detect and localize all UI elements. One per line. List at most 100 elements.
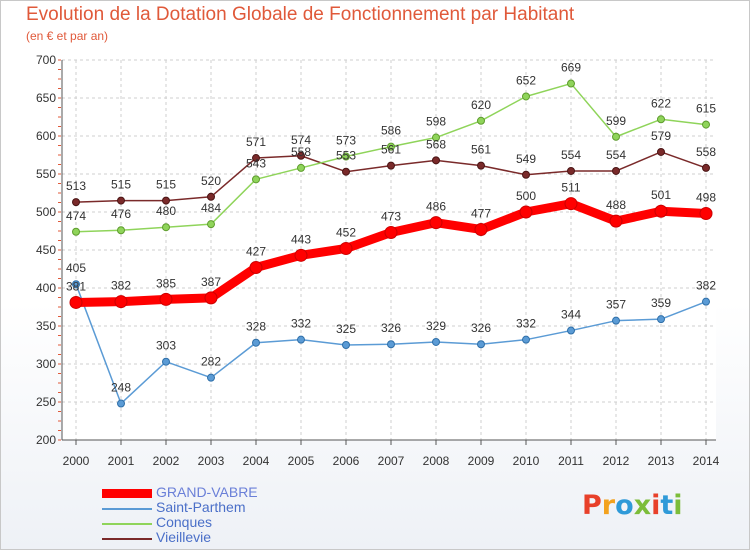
chart-title: Evolution de la Dotation Globale de Fonc… — [26, 4, 575, 25]
data-label-saint-parthem: 382 — [696, 279, 716, 293]
y-tick-label: 700 — [36, 53, 56, 67]
data-point-vieillevie — [567, 166, 575, 175]
data-point-saint-parthem — [297, 335, 305, 344]
data-label-conques: 599 — [606, 114, 626, 128]
data-label-saint-parthem: 326 — [381, 321, 401, 335]
data-label-saint-parthem: 357 — [606, 298, 626, 312]
legend-label-vieillevie: Vieillevie — [156, 529, 211, 545]
y-tick-label: 350 — [36, 319, 56, 333]
data-label-conques: 543 — [246, 156, 266, 170]
data-label-conques: 598 — [426, 115, 446, 129]
data-point-grand-vabre — [294, 248, 308, 262]
data-point-conques — [477, 116, 485, 125]
chart-subtitle: (en € et par an) — [26, 29, 109, 43]
y-tick-label: 550 — [36, 167, 56, 181]
legend-swatch-vieillevie — [102, 538, 152, 540]
data-label-vieillevie: 561 — [471, 143, 491, 157]
data-point-conques — [702, 120, 710, 129]
data-point-conques — [387, 142, 395, 151]
legend-swatch-saint-parthem — [102, 508, 152, 510]
x-tick-label: 2004 — [243, 454, 270, 468]
data-label-saint-parthem: 325 — [336, 322, 356, 336]
data-label-grand-vabre: 477 — [471, 206, 491, 220]
data-point-grand-vabre — [384, 226, 398, 240]
legend-label-grand-vabre: GRAND-VABRE — [156, 484, 258, 500]
x-tick-label: 2003 — [198, 454, 225, 468]
y-tick-label: 400 — [36, 281, 56, 295]
data-label-grand-vabre: 498 — [696, 191, 716, 205]
data-point-vieillevie — [612, 166, 620, 175]
data-point-conques — [522, 92, 530, 101]
data-label-vieillevie: 515 — [156, 178, 176, 192]
data-label-grand-vabre: 501 — [651, 188, 671, 202]
data-label-vieillevie: 558 — [696, 145, 716, 159]
legend-label-conques: Conques — [156, 514, 213, 530]
data-label-vieillevie: 561 — [381, 143, 401, 157]
data-label-conques: 586 — [381, 124, 401, 138]
y-tick-label: 650 — [36, 91, 56, 105]
data-label-saint-parthem: 405 — [66, 261, 86, 275]
data-point-vieillevie — [297, 151, 305, 160]
y-tick-label: 450 — [36, 243, 56, 257]
data-point-vieillevie — [432, 156, 440, 165]
data-point-conques — [252, 175, 260, 184]
data-label-saint-parthem: 329 — [426, 319, 446, 333]
data-point-grand-vabre — [564, 197, 578, 211]
x-tick-label: 2007 — [378, 454, 405, 468]
data-point-vieillevie — [207, 192, 215, 201]
data-point-grand-vabre — [474, 222, 488, 236]
x-tick-label: 2012 — [603, 454, 630, 468]
x-tick-label: 2002 — [153, 454, 180, 468]
y-tick-label: 600 — [36, 129, 56, 143]
data-label-grand-vabre: 511 — [561, 181, 580, 195]
data-point-saint-parthem — [387, 340, 395, 349]
data-label-saint-parthem: 282 — [201, 355, 221, 369]
data-label-vieillevie: 549 — [516, 152, 536, 166]
data-point-vieillevie — [387, 161, 395, 170]
legend-swatch-conques — [102, 523, 152, 525]
data-label-grand-vabre: 500 — [516, 189, 536, 203]
data-point-saint-parthem — [252, 338, 260, 347]
data-point-conques — [567, 79, 575, 88]
data-point-saint-parthem — [702, 297, 710, 306]
data-point-grand-vabre — [699, 207, 713, 221]
data-label-conques: 474 — [66, 209, 86, 223]
proxiti-logo: Proxiti — [582, 490, 683, 521]
data-point-conques — [117, 226, 125, 235]
data-point-saint-parthem — [522, 335, 530, 344]
data-label-vieillevie: 554 — [561, 148, 581, 162]
x-tick-label: 2001 — [108, 454, 135, 468]
data-point-grand-vabre — [339, 241, 353, 255]
data-label-saint-parthem: 359 — [651, 296, 671, 310]
data-point-saint-parthem — [657, 315, 665, 324]
data-point-saint-parthem — [162, 357, 170, 366]
y-tick-label: 250 — [36, 395, 56, 409]
data-label-grand-vabre: 381 — [66, 279, 86, 293]
data-point-saint-parthem — [612, 316, 620, 325]
data-label-vieillevie: 579 — [651, 129, 671, 143]
x-tick-label: 2014 — [693, 454, 720, 468]
x-tick-label: 2013 — [648, 454, 675, 468]
data-label-grand-vabre: 387 — [201, 275, 221, 289]
data-point-vieillevie — [252, 154, 260, 163]
data-point-saint-parthem — [567, 326, 575, 335]
data-label-conques: 476 — [111, 207, 131, 221]
data-point-conques — [342, 152, 350, 161]
data-point-saint-parthem — [72, 280, 80, 289]
data-label-vieillevie: 554 — [606, 148, 626, 162]
data-point-vieillevie — [657, 147, 665, 156]
data-point-grand-vabre — [114, 295, 128, 309]
data-point-vieillevie — [522, 170, 530, 179]
legend-swatch-grand-vabre — [102, 489, 152, 498]
data-point-grand-vabre — [429, 216, 443, 230]
data-point-grand-vabre — [249, 260, 263, 274]
data-point-grand-vabre — [654, 204, 668, 218]
data-label-saint-parthem: 328 — [246, 320, 266, 334]
data-label-conques: 558 — [291, 145, 311, 159]
data-point-vieillevie — [162, 196, 170, 205]
x-tick-label: 2009 — [468, 454, 495, 468]
data-point-conques — [207, 220, 215, 229]
data-point-grand-vabre — [69, 295, 83, 309]
data-label-grand-vabre: 452 — [336, 225, 356, 239]
